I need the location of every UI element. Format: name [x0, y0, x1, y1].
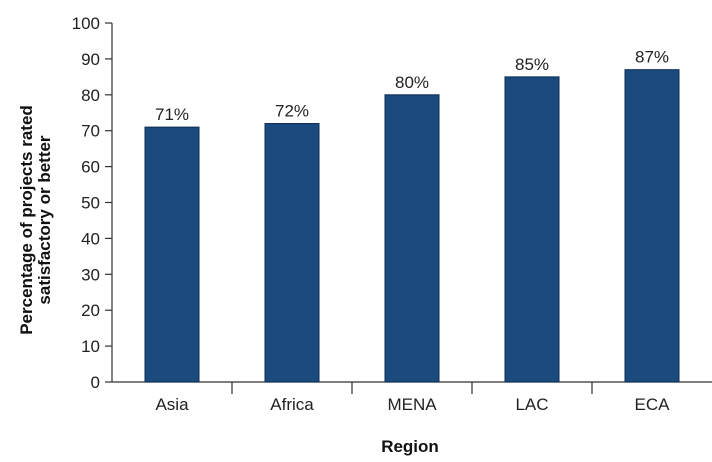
y-tick-label: 100 [72, 14, 100, 33]
data-label-lac: 85% [515, 55, 549, 74]
data-label-africa: 72% [275, 102, 309, 121]
y-tick-label: 60 [81, 158, 100, 177]
bar-lac [504, 76, 560, 383]
y-tick-label: 20 [81, 301, 100, 320]
y-tick-label: 40 [81, 229, 100, 248]
y-tick-label: 30 [81, 265, 100, 284]
plot-area: 0 10 20 30 40 50 60 70 80 90 100 71% Asia 72% Africa 80… [72, 14, 712, 414]
y-tick-label: 10 [81, 337, 100, 356]
y-tick-label: 70 [81, 122, 100, 141]
x-axis-title: Region [381, 437, 439, 456]
y-axis-title: Percentage of projects rated satisfactor… [17, 105, 54, 335]
x-tick-label-lac: LAC [515, 395, 548, 414]
data-label-eca: 87% [635, 48, 669, 67]
y-axis-title-line-1: Percentage of projects rated [17, 105, 36, 335]
y-axis-title-line-2: satisfactory or better [35, 135, 54, 304]
bar-mena [384, 94, 440, 383]
x-tick-label-asia: Asia [155, 395, 189, 414]
y-tick-label: 0 [91, 373, 100, 392]
y-tick-label: 90 [81, 50, 100, 69]
x-tick-label-mena: MENA [387, 395, 437, 414]
y-tick-label: 80 [81, 86, 100, 105]
bar-asia [144, 126, 200, 383]
x-tick-label-eca: ECA [635, 395, 671, 414]
data-label-mena: 80% [395, 73, 429, 92]
y-tick-label: 50 [81, 194, 100, 213]
bar-africa [264, 123, 320, 383]
bar-eca [624, 69, 680, 383]
data-label-asia: 71% [155, 105, 189, 124]
x-tick-label-africa: Africa [270, 395, 314, 414]
